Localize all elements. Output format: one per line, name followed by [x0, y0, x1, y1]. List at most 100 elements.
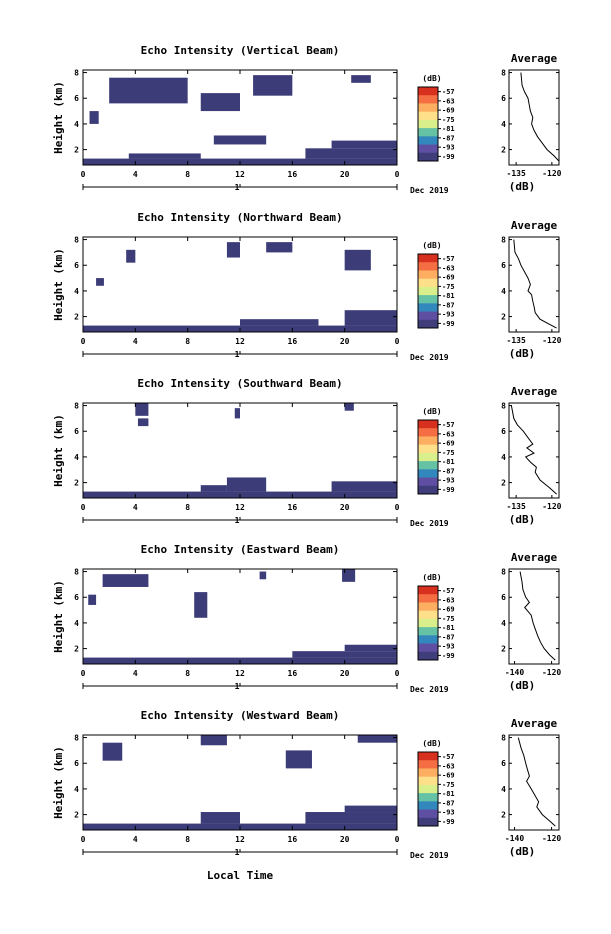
average-x-label: (dB)	[509, 845, 536, 858]
colorbar-label: -99	[442, 153, 455, 161]
colorbar-segment	[418, 801, 438, 811]
colorbar-label: -63	[442, 97, 455, 105]
colorbar-segment	[418, 262, 438, 271]
average-frame	[508, 734, 560, 831]
y-tick-label: 2	[501, 313, 506, 322]
x-tick-label: 8	[185, 669, 190, 678]
y-tick-label: 2	[74, 479, 79, 488]
colorbar-frame	[417, 253, 439, 329]
colorbar-unit: (dB)	[422, 739, 441, 748]
x-tick-label: 0	[81, 337, 86, 346]
average-panel-2: Average 2 4 6 8 -135 -120 (dB)	[501, 219, 562, 360]
colorbar-segment	[418, 477, 438, 487]
y-tick-label: 4	[74, 287, 79, 296]
x-tick-label: 0	[81, 170, 86, 179]
y-tick-label: 6	[501, 261, 506, 270]
average-x-label: (dB)	[509, 180, 536, 193]
x-tick-label: 4	[133, 669, 138, 678]
y-tick-label: 8	[501, 402, 506, 411]
colorbar-frame	[417, 751, 439, 827]
y-tick-label: 8	[501, 568, 506, 577]
x-tick-label: 20	[340, 503, 350, 512]
secondary-axis-label: 1	[235, 848, 240, 857]
heatmap-panel-5: Echo Intensity (Westward Beam)0 4 8 12 16 20 0…	[52, 709, 455, 860]
echo-region	[102, 574, 149, 587]
echo-region	[194, 592, 208, 618]
heatmap-title: Echo Intensity (Westward Beam)	[141, 709, 340, 722]
colorbar-segment	[418, 152, 438, 162]
colorbar-label: -69	[442, 606, 455, 614]
colorbar-segment	[418, 311, 438, 321]
colorbar-segment	[418, 103, 438, 113]
colorbar-unit: (dB)	[422, 407, 441, 416]
average-frame	[508, 402, 560, 499]
colorbar-segment	[418, 420, 438, 429]
x-tick-label: 0	[395, 337, 400, 346]
colorbar-segment	[418, 610, 438, 620]
echo-region	[344, 310, 397, 326]
y-tick-label: 6	[501, 94, 506, 103]
echo-region	[102, 742, 123, 761]
y-tick-label: 6	[74, 427, 79, 436]
colorbar-unit: (dB)	[422, 74, 441, 83]
colorbar-label: -69	[442, 274, 455, 282]
y-tick-label: 2	[74, 645, 79, 654]
x-tick-label: 8	[185, 503, 190, 512]
heatmap-title: Echo Intensity (Southward Beam)	[137, 377, 342, 390]
date-label: Dec 2019	[410, 685, 449, 694]
y-tick-label: 2	[501, 811, 506, 820]
colorbar-label: -81	[442, 292, 455, 300]
average-panel-1: Average 2 4 6 8 -135 -120 (dB)	[501, 52, 562, 193]
colorbar-label: -63	[442, 430, 455, 438]
x-tick-label: 16	[288, 503, 298, 512]
colorbar-label: -57	[442, 753, 455, 761]
echo-region	[342, 569, 356, 582]
average-title: Average	[511, 551, 558, 564]
echo-region	[305, 812, 397, 824]
colorbar-frame	[417, 86, 439, 162]
colorbar-segment	[418, 817, 438, 827]
date-label: Dec 2019	[410, 353, 449, 362]
x-tick-label: 8	[185, 835, 190, 844]
y-tick-label: 4	[501, 785, 506, 794]
colorbar-label: -57	[442, 421, 455, 429]
x-tick-label: -120	[542, 834, 561, 843]
x-tick-label: 16	[288, 170, 298, 179]
average-x-label: (dB)	[509, 513, 536, 526]
echo-region	[126, 249, 136, 263]
colorbar-label: -99	[442, 818, 455, 826]
x-tick-label: -120	[542, 169, 561, 178]
echo-region	[96, 278, 104, 286]
colorbar-label: -81	[442, 458, 455, 466]
colorbar-label: -99	[442, 486, 455, 494]
x-tick-label: 20	[340, 835, 350, 844]
date-label: Dec 2019	[410, 519, 449, 528]
echo-region	[200, 485, 227, 492]
average-title: Average	[511, 717, 558, 730]
colorbar-frame	[417, 585, 439, 661]
x-tick-label: 4	[133, 835, 138, 844]
colorbar-segment	[418, 809, 438, 819]
colorbar-segment	[418, 618, 438, 628]
x-tick-label: 16	[288, 835, 298, 844]
colorbar-segment	[418, 95, 438, 104]
colorbar-segment	[418, 635, 438, 645]
average-frame	[508, 236, 560, 333]
colorbar-segment	[418, 643, 438, 653]
echo-region	[331, 481, 397, 492]
colorbar-label: -57	[442, 255, 455, 263]
y-tick-label: 4	[501, 287, 506, 296]
colorbar-label: -93	[442, 477, 455, 485]
echo-region	[344, 403, 354, 411]
colorbar-segment	[418, 752, 438, 761]
colorbar-label: -63	[442, 264, 455, 272]
echo-region	[357, 735, 397, 743]
average-profile-line	[519, 571, 556, 661]
heatmap-panel-4: Echo Intensity (Eastward Beam)0 4 8 12 16 20 0…	[52, 543, 455, 694]
y-tick-label: 8	[501, 69, 506, 78]
colorbar-segment	[418, 136, 438, 146]
secondary-axis-label: 1	[235, 183, 240, 192]
y-tick-label: 2	[74, 313, 79, 322]
colorbar-segment	[418, 278, 438, 288]
average-profile-line	[510, 405, 557, 495]
